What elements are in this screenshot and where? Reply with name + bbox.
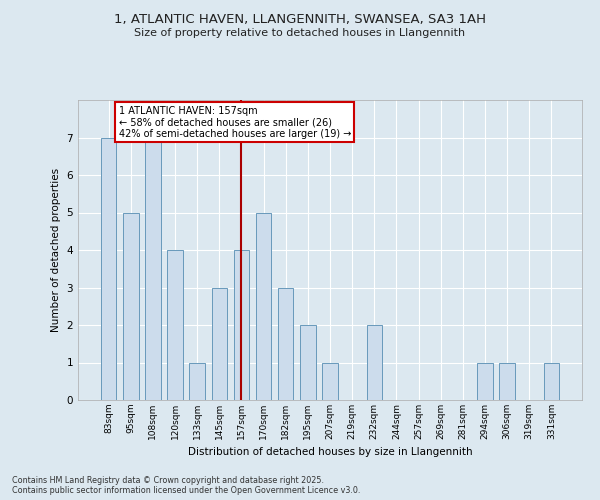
- Bar: [190, 362, 205, 400]
- Bar: [544, 362, 559, 400]
- Bar: [300, 325, 316, 400]
- Bar: [101, 138, 116, 400]
- Bar: [145, 138, 161, 400]
- Text: 1 ATLANTIC HAVEN: 157sqm
← 58% of detached houses are smaller (26)
42% of semi-d: 1 ATLANTIC HAVEN: 157sqm ← 58% of detach…: [119, 106, 351, 139]
- Y-axis label: Number of detached properties: Number of detached properties: [51, 168, 61, 332]
- Bar: [322, 362, 338, 400]
- Bar: [278, 288, 293, 400]
- Bar: [167, 250, 183, 400]
- Bar: [256, 212, 271, 400]
- Bar: [212, 288, 227, 400]
- Bar: [234, 250, 249, 400]
- X-axis label: Distribution of detached houses by size in Llangennith: Distribution of detached houses by size …: [188, 448, 472, 458]
- Bar: [477, 362, 493, 400]
- Bar: [367, 325, 382, 400]
- Bar: [123, 212, 139, 400]
- Text: Size of property relative to detached houses in Llangennith: Size of property relative to detached ho…: [134, 28, 466, 38]
- Text: 1, ATLANTIC HAVEN, LLANGENNITH, SWANSEA, SA3 1AH: 1, ATLANTIC HAVEN, LLANGENNITH, SWANSEA,…: [114, 12, 486, 26]
- Bar: [499, 362, 515, 400]
- Text: Contains HM Land Registry data © Crown copyright and database right 2025.
Contai: Contains HM Land Registry data © Crown c…: [12, 476, 361, 495]
